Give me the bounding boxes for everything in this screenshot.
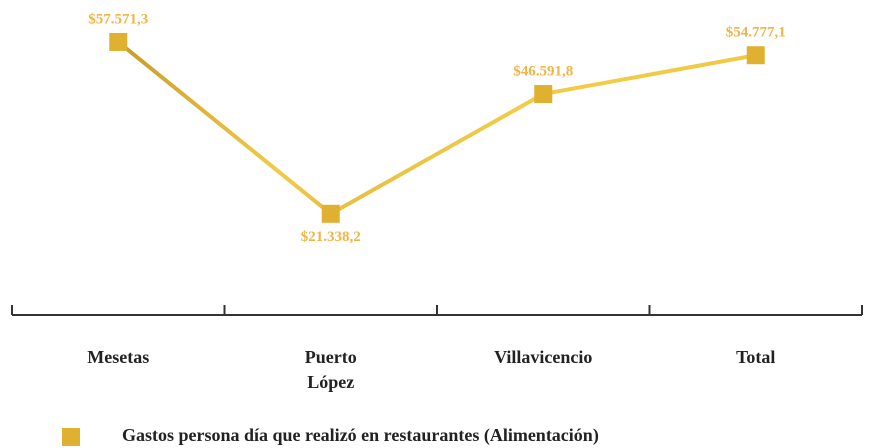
category-text: Mesetas (87, 347, 150, 367)
data-point (746, 46, 765, 65)
data-label: $54.777,1 (726, 25, 786, 41)
data-point (109, 32, 128, 51)
legend-marker (62, 428, 80, 446)
x-tick-label: Total (711, 345, 801, 370)
x-tick-label: Puerto López (286, 345, 376, 395)
data-point (534, 85, 553, 104)
legend-label: Gastos persona día que realizó en restau… (122, 425, 599, 446)
data-label: $21.338,2 (301, 229, 361, 245)
category-text: Villavicencio (494, 347, 593, 367)
x-tick-label: Villavicencio (494, 345, 592, 370)
category-text: Total (736, 347, 776, 367)
category-text: Puerto López (304, 347, 357, 392)
data-label: $46.591,8 (513, 63, 573, 79)
data-label: $57.571,3 (88, 11, 148, 27)
x-tick-label: Mesetas (73, 345, 163, 370)
data-point (321, 204, 340, 223)
series-line (116, 40, 757, 217)
